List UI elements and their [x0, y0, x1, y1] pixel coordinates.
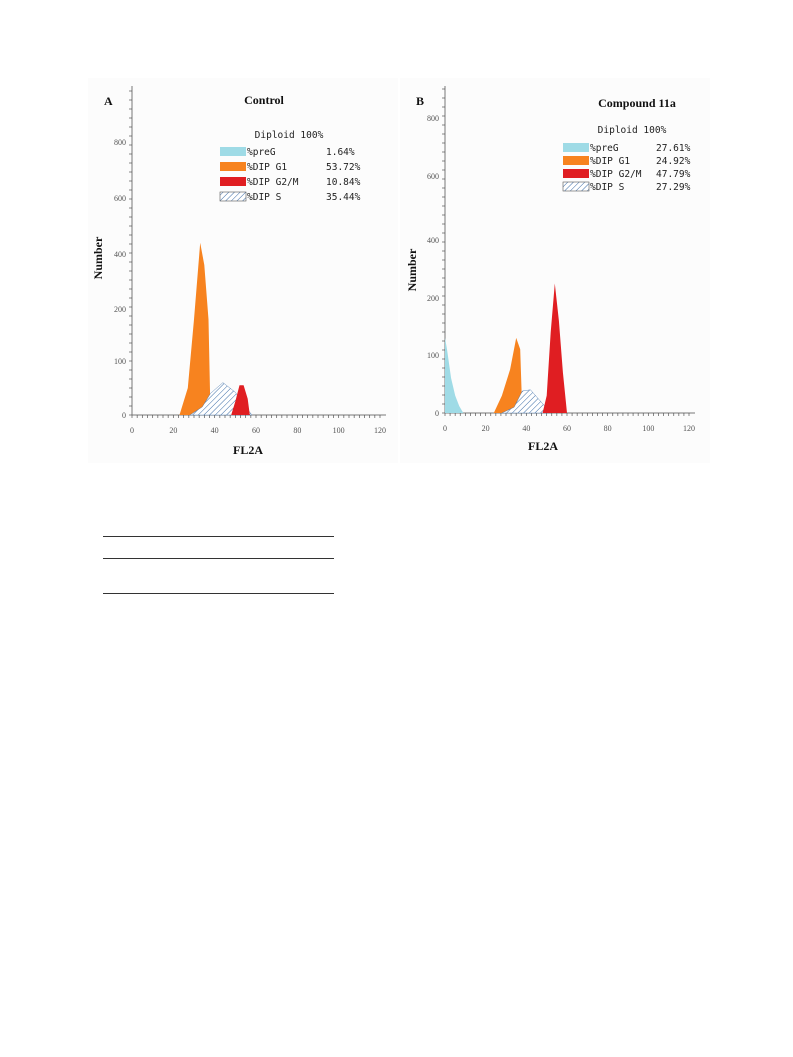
- panel-a-legend-label-dip-g2-m: %DIP G2/M: [247, 177, 299, 188]
- panel-a-svg: A Control Diploid 100% %preG 1.64% %DIP G1…: [91, 86, 386, 457]
- panel-b-x-tick-label: 120: [683, 424, 695, 433]
- panel-b-series-preg: [445, 337, 464, 413]
- panel-b-series-dip-g1: [493, 337, 523, 413]
- panel-a-series-dip-g2-m: [231, 385, 250, 415]
- panel-a-legend-label-dip-g1: %DIP G1: [247, 162, 287, 173]
- panel-b-x-tick-label: 40: [522, 424, 530, 433]
- panel-a-y-tick-label: 0: [122, 411, 126, 420]
- panel-a-y-tick-label: 400: [114, 250, 126, 259]
- panel-a-chart: A Control Diploid 100% %preG 1.64% %DIP G1…: [88, 78, 398, 463]
- panel-a-y-tick-label: 800: [114, 138, 126, 147]
- panel-b-x-tick-label: 20: [482, 424, 490, 433]
- panel-a-legend-label-dip-s: %DIP S: [247, 192, 282, 203]
- panel-b-legend-value-dip-g1: 24.92%: [656, 156, 691, 167]
- panel-b-y-tick-label: 200: [427, 294, 439, 303]
- panel-a-plot: 0 20 40 60 80 100 120 0 100 200 400 600 800: [114, 86, 386, 435]
- panel-a-legend-value-dip-g2-m: 10.84%: [326, 177, 361, 188]
- panel-b-y-axis-label: Number: [405, 248, 419, 291]
- panel-b-legend-value-preg: 27.61%: [656, 143, 691, 154]
- panel-b-y-tick-label: 0: [435, 409, 439, 418]
- panel-b-x-tick-label: 80: [604, 424, 612, 433]
- panel-a-y-axis-label: Number: [91, 236, 105, 279]
- panel-b-x-axis-label: FL2A: [528, 439, 558, 453]
- panel-a-x-tick-label: 120: [374, 426, 386, 435]
- panel-a-x-tick-label: 40: [211, 426, 219, 435]
- panel-b-legend-value-dip-g2-m: 47.79%: [656, 169, 691, 180]
- panel-a-legend-swatch-dip-g1: [220, 162, 246, 171]
- panel-b-y-tick-label: 600: [427, 172, 439, 181]
- panel-a-series-dip-g1: [179, 242, 211, 415]
- panel-b-series-dip-g2-m: [542, 283, 567, 413]
- table-top-rule: [103, 536, 334, 537]
- panel-b-svg: B Compound 11a Diploid 100% %preG 27.61%%…: [405, 86, 695, 453]
- panel-b-legend-swatch-dip-g1: [563, 156, 589, 165]
- panel-b-legend-label-dip-g1: %DIP G1: [590, 156, 630, 167]
- panel-b-x-tick-label: 100: [642, 424, 654, 433]
- panel-b-legend-label-dip-g2-m: %DIP G2/M: [590, 169, 642, 180]
- panel-b-chart: B Compound 11a Diploid 100% %preG 27.61%%…: [400, 78, 710, 463]
- panel-a-y-tick-label: 200: [114, 305, 126, 314]
- panel-b-x-tick-label: 0: [443, 424, 447, 433]
- panel-b-y-tick-label: 800: [427, 114, 439, 123]
- panel-b-legend-value-dip-s: 27.29%: [656, 182, 691, 193]
- panel-b-legend-swatch-dip-g2-m: [563, 169, 589, 178]
- panel-b-y-tick-label: 400: [427, 236, 439, 245]
- panel-a-x-tick-label: 60: [252, 426, 260, 435]
- panel-b-letter: B: [416, 94, 424, 108]
- panel-b-legend-swatch-preg: [563, 143, 589, 152]
- panel-a-diploid-label: Diploid 100%: [255, 130, 324, 141]
- panel-a-legend: %preG 1.64% %DIP G1 53.72% %DIP G2/M 10.84% %D…: [219, 147, 361, 203]
- panel-a-legend-value-preg: 1.64%: [326, 147, 355, 158]
- panel-a-y-tick-label: 100: [114, 357, 126, 366]
- panel-a-x-tick-label: 0: [130, 426, 134, 435]
- panel-a-legend-value-dip-g1: 53.72%: [326, 162, 361, 173]
- panel-a-legend-swatch-dip-g2-m: [220, 177, 246, 186]
- panel-a-y-tick-label: 600: [114, 194, 126, 203]
- panel-a-x-tick-label: 20: [169, 426, 177, 435]
- panel-b-diploid-label: Diploid 100%: [598, 125, 667, 136]
- panel-a-x-tick-label: 80: [293, 426, 301, 435]
- panel-b-legend: %preG 27.61% %DIP G1 24.92% %DIP G2/M 47.79%%…: [562, 143, 691, 193]
- panel-a-x-axis-label: FL2A: [233, 443, 263, 457]
- table-header-rule: [103, 558, 334, 559]
- panel-a-x-tick-label: 100: [333, 426, 345, 435]
- panel-a-title: Control: [244, 93, 284, 107]
- panel-a-legend-swatch-dip-s: [219, 191, 247, 202]
- panel-b-legend-label-dip-s: %DIP S: [590, 182, 625, 193]
- table-bottom-rule: [103, 593, 334, 594]
- panel-b-title: Compound 11a: [598, 96, 676, 110]
- panel-a-letter: A: [104, 94, 113, 108]
- panel-b-x-tick-label: 60: [563, 424, 571, 433]
- panel-b-legend-label-preg: %preG: [590, 143, 619, 154]
- panel-b-y-tick-label: 100: [427, 351, 439, 360]
- panel-a-legend-swatch-preg: [220, 147, 246, 156]
- panel-b-plot: 0 20 40 60 80 100 120 0 100 200 400 600 800: [427, 86, 695, 433]
- panel-a-legend-label-preg: %preG: [247, 147, 276, 158]
- panel-b-legend-swatch-dip-s: [562, 181, 590, 192]
- panel-a-legend-value-dip-s: 35.44%: [326, 192, 361, 203]
